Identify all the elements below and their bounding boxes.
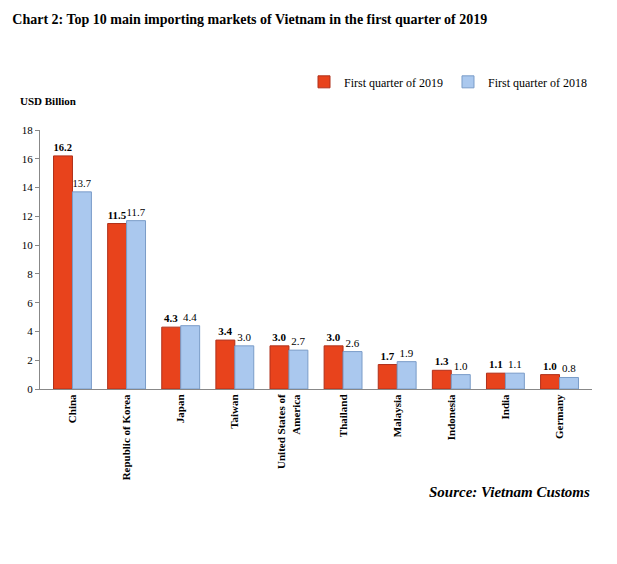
svg-text:First quarter of 2019: First quarter of 2019: [344, 76, 443, 90]
svg-text:11.5: 11.5: [108, 209, 127, 221]
svg-text:3.0: 3.0: [326, 331, 340, 343]
svg-text:4: 4: [27, 325, 33, 337]
svg-text:United States ofAmerica: United States ofAmerica: [275, 394, 301, 469]
svg-text:India: India: [499, 394, 511, 420]
svg-text:14: 14: [22, 181, 34, 193]
svg-text:2.6: 2.6: [345, 337, 359, 349]
svg-text:3.4: 3.4: [218, 325, 232, 337]
svg-text:First quarter of 2018: First quarter of 2018: [488, 76, 587, 90]
svg-text:1.0: 1.0: [543, 360, 557, 372]
svg-text:2.7: 2.7: [291, 335, 305, 347]
svg-text:18: 18: [22, 124, 34, 136]
svg-text:16.2: 16.2: [54, 142, 72, 153]
svg-text:11.7: 11.7: [127, 206, 146, 218]
svg-text:1.3: 1.3: [435, 355, 449, 367]
svg-text:4.4: 4.4: [183, 311, 197, 323]
svg-text:Germany: Germany: [553, 394, 565, 439]
svg-text:0: 0: [27, 383, 33, 395]
svg-text:6: 6: [27, 297, 33, 309]
svg-text:1.1: 1.1: [508, 358, 522, 370]
svg-text:3.0: 3.0: [272, 331, 286, 343]
svg-text:Source: Vietnam Customs: Source: Vietnam Customs: [429, 484, 590, 500]
svg-text:13.7: 13.7: [72, 178, 90, 189]
svg-text:1.9: 1.9: [400, 347, 414, 359]
svg-text:2: 2: [27, 354, 33, 366]
svg-text:Thailand: Thailand: [337, 394, 349, 437]
svg-text:Japan: Japan: [174, 394, 186, 423]
svg-text:USD Billion: USD Billion: [20, 95, 76, 107]
svg-text:0.8: 0.8: [562, 362, 576, 374]
svg-text:Republic of Korea: Republic of Korea: [120, 394, 132, 480]
svg-text:Chart 2: Top 10 main importing: Chart 2: Top 10 main importing markets o…: [12, 12, 487, 27]
svg-text:Malaysia: Malaysia: [391, 394, 403, 437]
svg-text:China: China: [66, 394, 78, 423]
svg-text:1.1: 1.1: [489, 358, 503, 370]
svg-text:Indonesia: Indonesia: [445, 394, 457, 440]
svg-text:1.0: 1.0: [454, 360, 468, 372]
svg-text:1.7: 1.7: [381, 350, 395, 362]
svg-text:10: 10: [22, 239, 34, 251]
svg-text:8: 8: [27, 268, 33, 280]
svg-text:4.3: 4.3: [164, 312, 178, 324]
svg-text:12: 12: [22, 210, 33, 222]
svg-text:Taiwan: Taiwan: [228, 394, 240, 428]
svg-text:16: 16: [22, 153, 34, 165]
svg-text:3.0: 3.0: [237, 331, 251, 343]
